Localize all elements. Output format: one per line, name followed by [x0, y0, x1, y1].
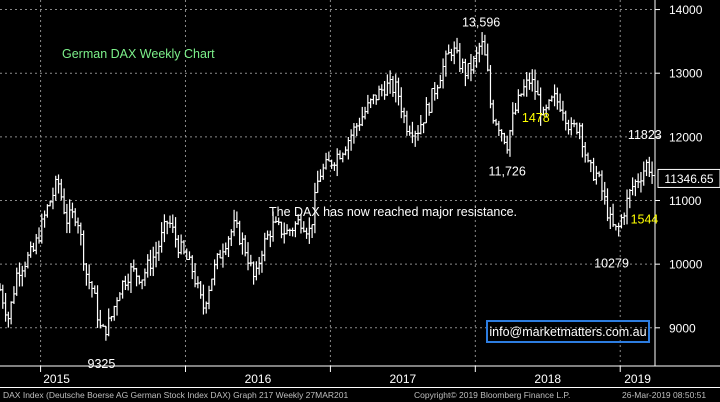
watermark-text: info@marketmatters.com.au [489, 325, 646, 339]
footer-timestamp: 26-Mar-2019 08:50:51 [622, 390, 707, 400]
annotation-label: 13,596 [462, 15, 500, 29]
commentary-text: The DAX has now reached major resistance… [269, 205, 517, 219]
y-tick-label: 13000 [669, 67, 703, 81]
y-tick-label: 9000 [669, 321, 696, 335]
footer-bar: DAX Index (Deutsche Boerse AG German Sto… [0, 388, 720, 402]
chart-title: German DAX Weekly Chart [62, 47, 215, 61]
y-tick-label: 14000 [669, 3, 703, 17]
x-tick-label: 2017 [390, 372, 417, 386]
footer-description: DAX Index (Deutsche Boerse AG German Sto… [3, 390, 349, 400]
annotation-label: 11823 [628, 128, 662, 142]
y-tick-label: 12000 [669, 130, 703, 144]
annotation-label: 1478 [522, 111, 550, 125]
annotation-label: 11,726 [489, 164, 526, 178]
grid-lines [0, 0, 655, 366]
y-tick-label: 10000 [669, 258, 703, 272]
x-tick-label: 2019 [624, 372, 651, 386]
last-price-label: 11346.65 [664, 172, 713, 186]
ohlc-bars [0, 32, 655, 341]
y-tick-label: 11000 [669, 194, 702, 208]
watermark-box [486, 320, 650, 343]
x-tick-label: 2018 [534, 372, 561, 386]
last-price-box [657, 168, 720, 188]
x-tick-label: 2016 [245, 372, 272, 386]
chart-text: 11346.65 German DAX Weekly Chart 13,596 932… [62, 15, 720, 371]
axes: 9000 10000 11000 12000 13000 14000 2015 2016 201… [0, 0, 720, 388]
x-tick-label: 2015 [43, 372, 70, 386]
annotation-label: 10279 [594, 256, 629, 270]
annotation-label: 9325 [88, 357, 116, 371]
footer-copyright: Copyright© 2019 Bloomberg Finance L.P. [414, 390, 571, 400]
annotation-label: 1544 [631, 213, 659, 227]
dax-weekly-chart: 9000 10000 11000 12000 13000 14000 2015 2016 201… [0, 0, 720, 388]
